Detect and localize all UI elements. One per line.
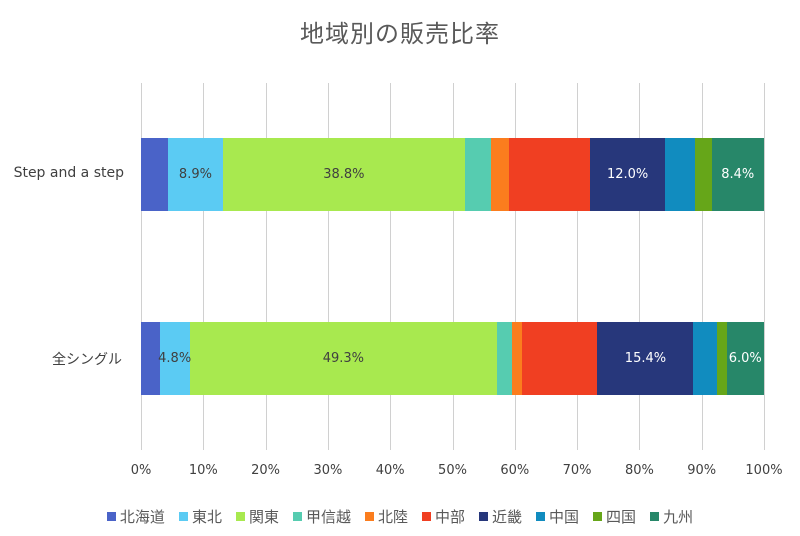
legend-label: 東北 xyxy=(191,508,222,526)
bar-segment[interactable] xyxy=(141,322,160,395)
bar-segment[interactable] xyxy=(512,322,522,395)
x-tick-label: 90% xyxy=(687,463,717,478)
bar-segment[interactable]: 49.3% xyxy=(189,322,498,395)
legend-swatch-icon xyxy=(235,512,245,521)
bar-segment[interactable]: 8.9% xyxy=(167,138,224,211)
chart-title: 地域別の販売比率 xyxy=(300,20,500,48)
bar-segment[interactable] xyxy=(141,138,168,211)
plot-area: 8.9% 38.8% 12.0% 8.4% 4.8% 49.3% 15.4% 6.0% xyxy=(141,83,765,450)
legend-label: 中部 xyxy=(435,508,466,526)
gridline xyxy=(701,83,703,450)
gridline xyxy=(141,83,142,450)
bar-segment[interactable]: 8.4% xyxy=(711,138,764,211)
gridline xyxy=(514,83,516,450)
data-label: 15.4% xyxy=(624,351,667,366)
x-tick-label: 70% xyxy=(562,463,592,478)
bar-segment[interactable] xyxy=(694,138,712,211)
data-label: 49.3% xyxy=(322,351,364,366)
gridline xyxy=(203,83,205,450)
bar-segment[interactable] xyxy=(508,138,591,211)
bar-segment[interactable] xyxy=(491,138,509,211)
gridline xyxy=(390,83,392,450)
bar-segment[interactable] xyxy=(521,322,598,395)
data-label: 38.8% xyxy=(323,167,365,182)
legend-label: 関東 xyxy=(248,508,279,526)
legend-item[interactable]: 関東 xyxy=(235,506,279,527)
data-label: 4.8% xyxy=(158,351,192,366)
legend-label: 近畿 xyxy=(492,508,523,526)
legend-label: 九州 xyxy=(663,508,694,526)
x-tick-label: 50% xyxy=(438,463,467,478)
data-label: 12.0% xyxy=(606,167,649,182)
bar-segment[interactable] xyxy=(497,322,513,395)
x-tick-label: 80% xyxy=(624,463,654,478)
gridline xyxy=(327,83,329,450)
legend-swatch-icon xyxy=(422,512,431,521)
legend-swatch-icon xyxy=(536,512,546,521)
gridline xyxy=(764,83,765,450)
legend-item[interactable]: 近畿 xyxy=(479,506,522,527)
legend-item[interactable]: 中国 xyxy=(536,506,579,527)
legend-item[interactable]: 北海道 xyxy=(106,506,165,527)
data-label: 8.9% xyxy=(178,167,212,182)
data-label: 8.4% xyxy=(721,167,755,182)
bar-1: 4.8% 49.3% 15.4% 6.0% xyxy=(141,322,764,395)
data-label: 6.0% xyxy=(728,351,762,366)
x-tick-label: 100% xyxy=(745,463,783,478)
x-tick-label: 30% xyxy=(313,463,343,478)
legend-swatch-icon xyxy=(479,512,489,521)
bar-segment[interactable] xyxy=(693,322,718,395)
gridline xyxy=(577,83,579,450)
x-tick-label: 0% xyxy=(130,463,152,478)
bar-segment[interactable]: 4.8% xyxy=(158,322,192,395)
legend-item[interactable]: 四国 xyxy=(593,506,636,527)
legend-swatch-icon xyxy=(106,512,116,521)
legend-swatch-icon xyxy=(178,512,188,521)
legend-label: 四国 xyxy=(606,508,637,526)
x-tick-label: 60% xyxy=(500,463,530,478)
gridline xyxy=(452,83,454,450)
bar-segment[interactable]: 38.8% xyxy=(223,138,465,211)
legend-swatch-icon xyxy=(650,512,660,521)
legend-item[interactable]: 中部 xyxy=(422,506,465,527)
bar-segment[interactable]: 12.0% xyxy=(590,138,665,211)
bar-segment[interactable] xyxy=(717,322,727,395)
gridline xyxy=(265,83,267,450)
x-tick-label: 40% xyxy=(375,463,405,478)
bar-segment[interactable] xyxy=(664,138,695,211)
x-tick-label: 10% xyxy=(188,463,218,478)
legend: 北海道 東北 関東 甲信越 北陸 中部 近畿 中国 四国 九州 xyxy=(0,506,800,527)
x-tick-label: 20% xyxy=(251,463,281,478)
legend-label: 甲信越 xyxy=(305,508,351,526)
legend-item[interactable]: 東北 xyxy=(178,506,222,527)
legend-item[interactable]: 九州 xyxy=(650,506,693,527)
category-label: Step and a step xyxy=(13,165,124,181)
legend-item[interactable]: 甲信越 xyxy=(292,506,351,527)
bar-segment[interactable] xyxy=(464,138,492,211)
legend-label: 中国 xyxy=(549,508,580,526)
legend-swatch-icon xyxy=(292,512,302,521)
legend-label: 北陸 xyxy=(377,508,408,526)
legend-swatch-icon xyxy=(364,512,374,521)
gridline xyxy=(639,83,641,450)
category-label: 全シングル xyxy=(52,352,122,368)
bar-0: 8.9% 38.8% 12.0% 8.4% xyxy=(141,138,764,211)
legend-label: 北海道 xyxy=(119,508,165,526)
legend-swatch-icon xyxy=(593,512,603,521)
bar-segment[interactable]: 6.0% xyxy=(726,322,764,395)
legend-item[interactable]: 北陸 xyxy=(364,506,408,527)
bar-segment[interactable]: 15.4% xyxy=(597,322,694,395)
